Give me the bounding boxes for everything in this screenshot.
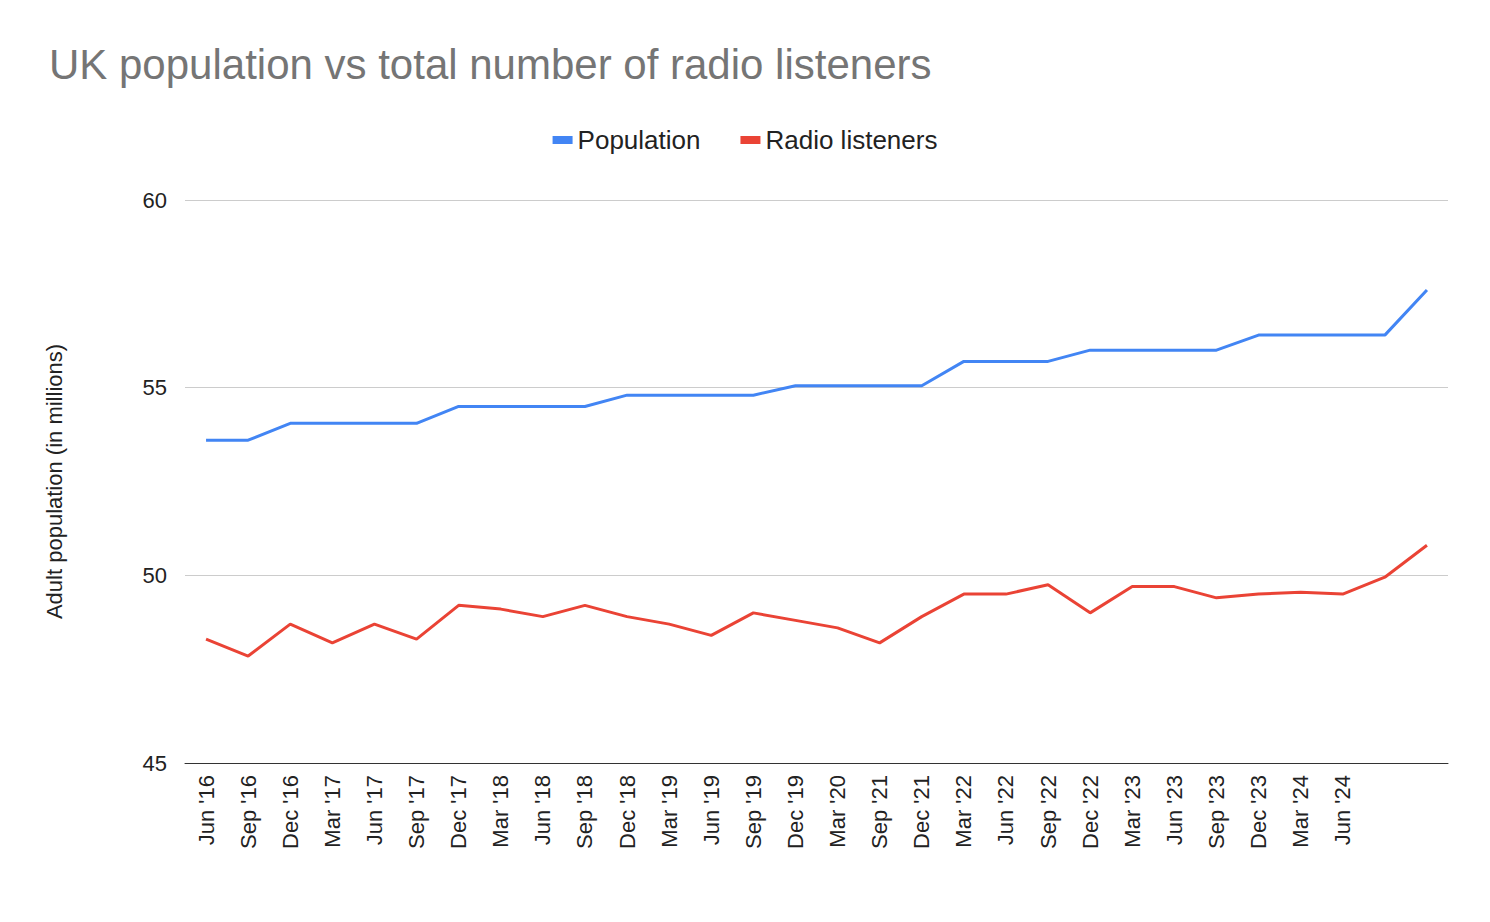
svg-text:Mar '18: Mar '18 [488, 775, 513, 848]
svg-text:55: 55 [143, 375, 167, 400]
svg-text:Jun '18: Jun '18 [530, 775, 555, 845]
svg-text:Sep '18: Sep '18 [572, 775, 597, 849]
svg-text:Mar '23: Mar '23 [1120, 775, 1145, 848]
svg-text:Sep '19: Sep '19 [741, 775, 766, 849]
svg-text:Jun '24: Jun '24 [1330, 775, 1355, 845]
svg-text:Radio listeners: Radio listeners [765, 125, 937, 155]
svg-text:Dec '19: Dec '19 [783, 775, 808, 849]
svg-text:Jun '16: Jun '16 [194, 775, 219, 845]
svg-text:Adult population (in millions): Adult population (in millions) [42, 344, 67, 619]
svg-text:Sep '21: Sep '21 [867, 775, 892, 849]
svg-text:Jun '22: Jun '22 [993, 775, 1018, 845]
svg-text:Sep '22: Sep '22 [1036, 775, 1061, 849]
svg-text:45: 45 [143, 751, 167, 776]
svg-text:Dec '23: Dec '23 [1246, 775, 1271, 849]
svg-text:Dec '16: Dec '16 [278, 775, 303, 849]
svg-text:Sep '16: Sep '16 [236, 775, 261, 849]
svg-text:Mar '24: Mar '24 [1288, 775, 1313, 848]
svg-text:Jun '17: Jun '17 [362, 775, 387, 845]
svg-text:Sep '23: Sep '23 [1204, 775, 1229, 849]
svg-text:Mar '22: Mar '22 [951, 775, 976, 848]
svg-text:Jun '19: Jun '19 [699, 775, 724, 845]
svg-text:Mar '20: Mar '20 [825, 775, 850, 848]
svg-text:Population: Population [578, 125, 701, 155]
svg-text:Mar '19: Mar '19 [657, 775, 682, 848]
svg-text:Dec '18: Dec '18 [615, 775, 640, 849]
svg-text:50: 50 [143, 563, 167, 588]
svg-text:60: 60 [143, 188, 167, 213]
svg-text:Jun '23: Jun '23 [1162, 775, 1187, 845]
svg-text:Sep '17: Sep '17 [404, 775, 429, 849]
svg-text:Dec '22: Dec '22 [1078, 775, 1103, 849]
svg-text:Dec '17: Dec '17 [446, 775, 471, 849]
svg-text:Mar '17: Mar '17 [320, 775, 345, 848]
svg-text:UK population vs total number: UK population vs total number of radio l… [49, 41, 931, 88]
svg-text:Dec '21: Dec '21 [909, 775, 934, 849]
